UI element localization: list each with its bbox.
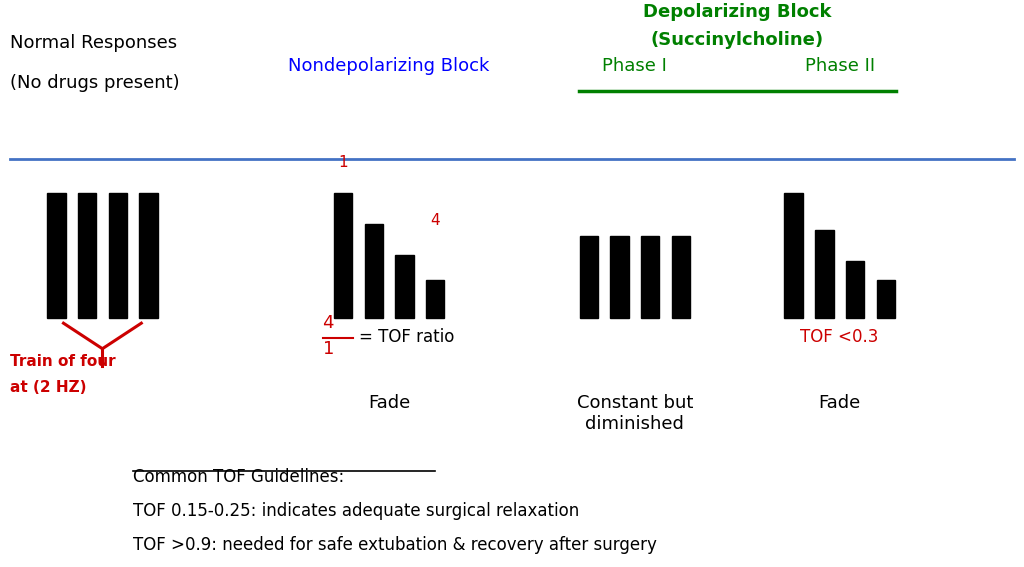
Text: 4: 4 (430, 213, 440, 228)
Text: Phase II: Phase II (805, 57, 874, 75)
Text: Nondepolarizing Block: Nondepolarizing Block (289, 57, 489, 75)
Text: Fade: Fade (368, 394, 411, 412)
Text: 4: 4 (323, 314, 334, 332)
Text: Phase I: Phase I (602, 57, 668, 75)
Bar (641, 236, 659, 318)
Bar (815, 230, 834, 318)
Bar (610, 236, 629, 318)
Bar (78, 193, 96, 318)
Bar (672, 236, 690, 318)
Text: (Succinylcholine): (Succinylcholine) (650, 31, 824, 49)
Text: Normal Responses: Normal Responses (10, 34, 177, 52)
Text: TOF <0.3: TOF <0.3 (801, 328, 879, 346)
Text: TOF 0.15-0.25: indicates adequate surgical relaxation: TOF 0.15-0.25: indicates adequate surgic… (133, 502, 580, 520)
Text: at (2 HZ): at (2 HZ) (10, 380, 87, 395)
Bar (365, 224, 383, 318)
Text: (No drugs present): (No drugs present) (10, 74, 180, 92)
Text: Train of four: Train of four (10, 354, 116, 369)
Text: Fade: Fade (818, 394, 861, 412)
Text: Common TOF Guidelines:: Common TOF Guidelines: (133, 468, 344, 486)
Bar (784, 193, 803, 318)
Bar (846, 261, 864, 318)
Bar (139, 193, 158, 318)
Bar (395, 255, 414, 318)
Text: = TOF ratio: = TOF ratio (359, 328, 455, 346)
Bar (580, 236, 598, 318)
Text: TOF >0.9: needed for safe extubation & recovery after surgery: TOF >0.9: needed for safe extubation & r… (133, 536, 657, 554)
Text: Constant but
diminished: Constant but diminished (577, 394, 693, 433)
Text: Depolarizing Block: Depolarizing Block (643, 3, 831, 21)
Text: 1: 1 (338, 155, 348, 170)
Bar (877, 280, 895, 318)
Bar (47, 193, 66, 318)
Bar (334, 193, 352, 318)
Bar (109, 193, 127, 318)
Bar (426, 280, 444, 318)
Text: 1: 1 (323, 340, 334, 358)
